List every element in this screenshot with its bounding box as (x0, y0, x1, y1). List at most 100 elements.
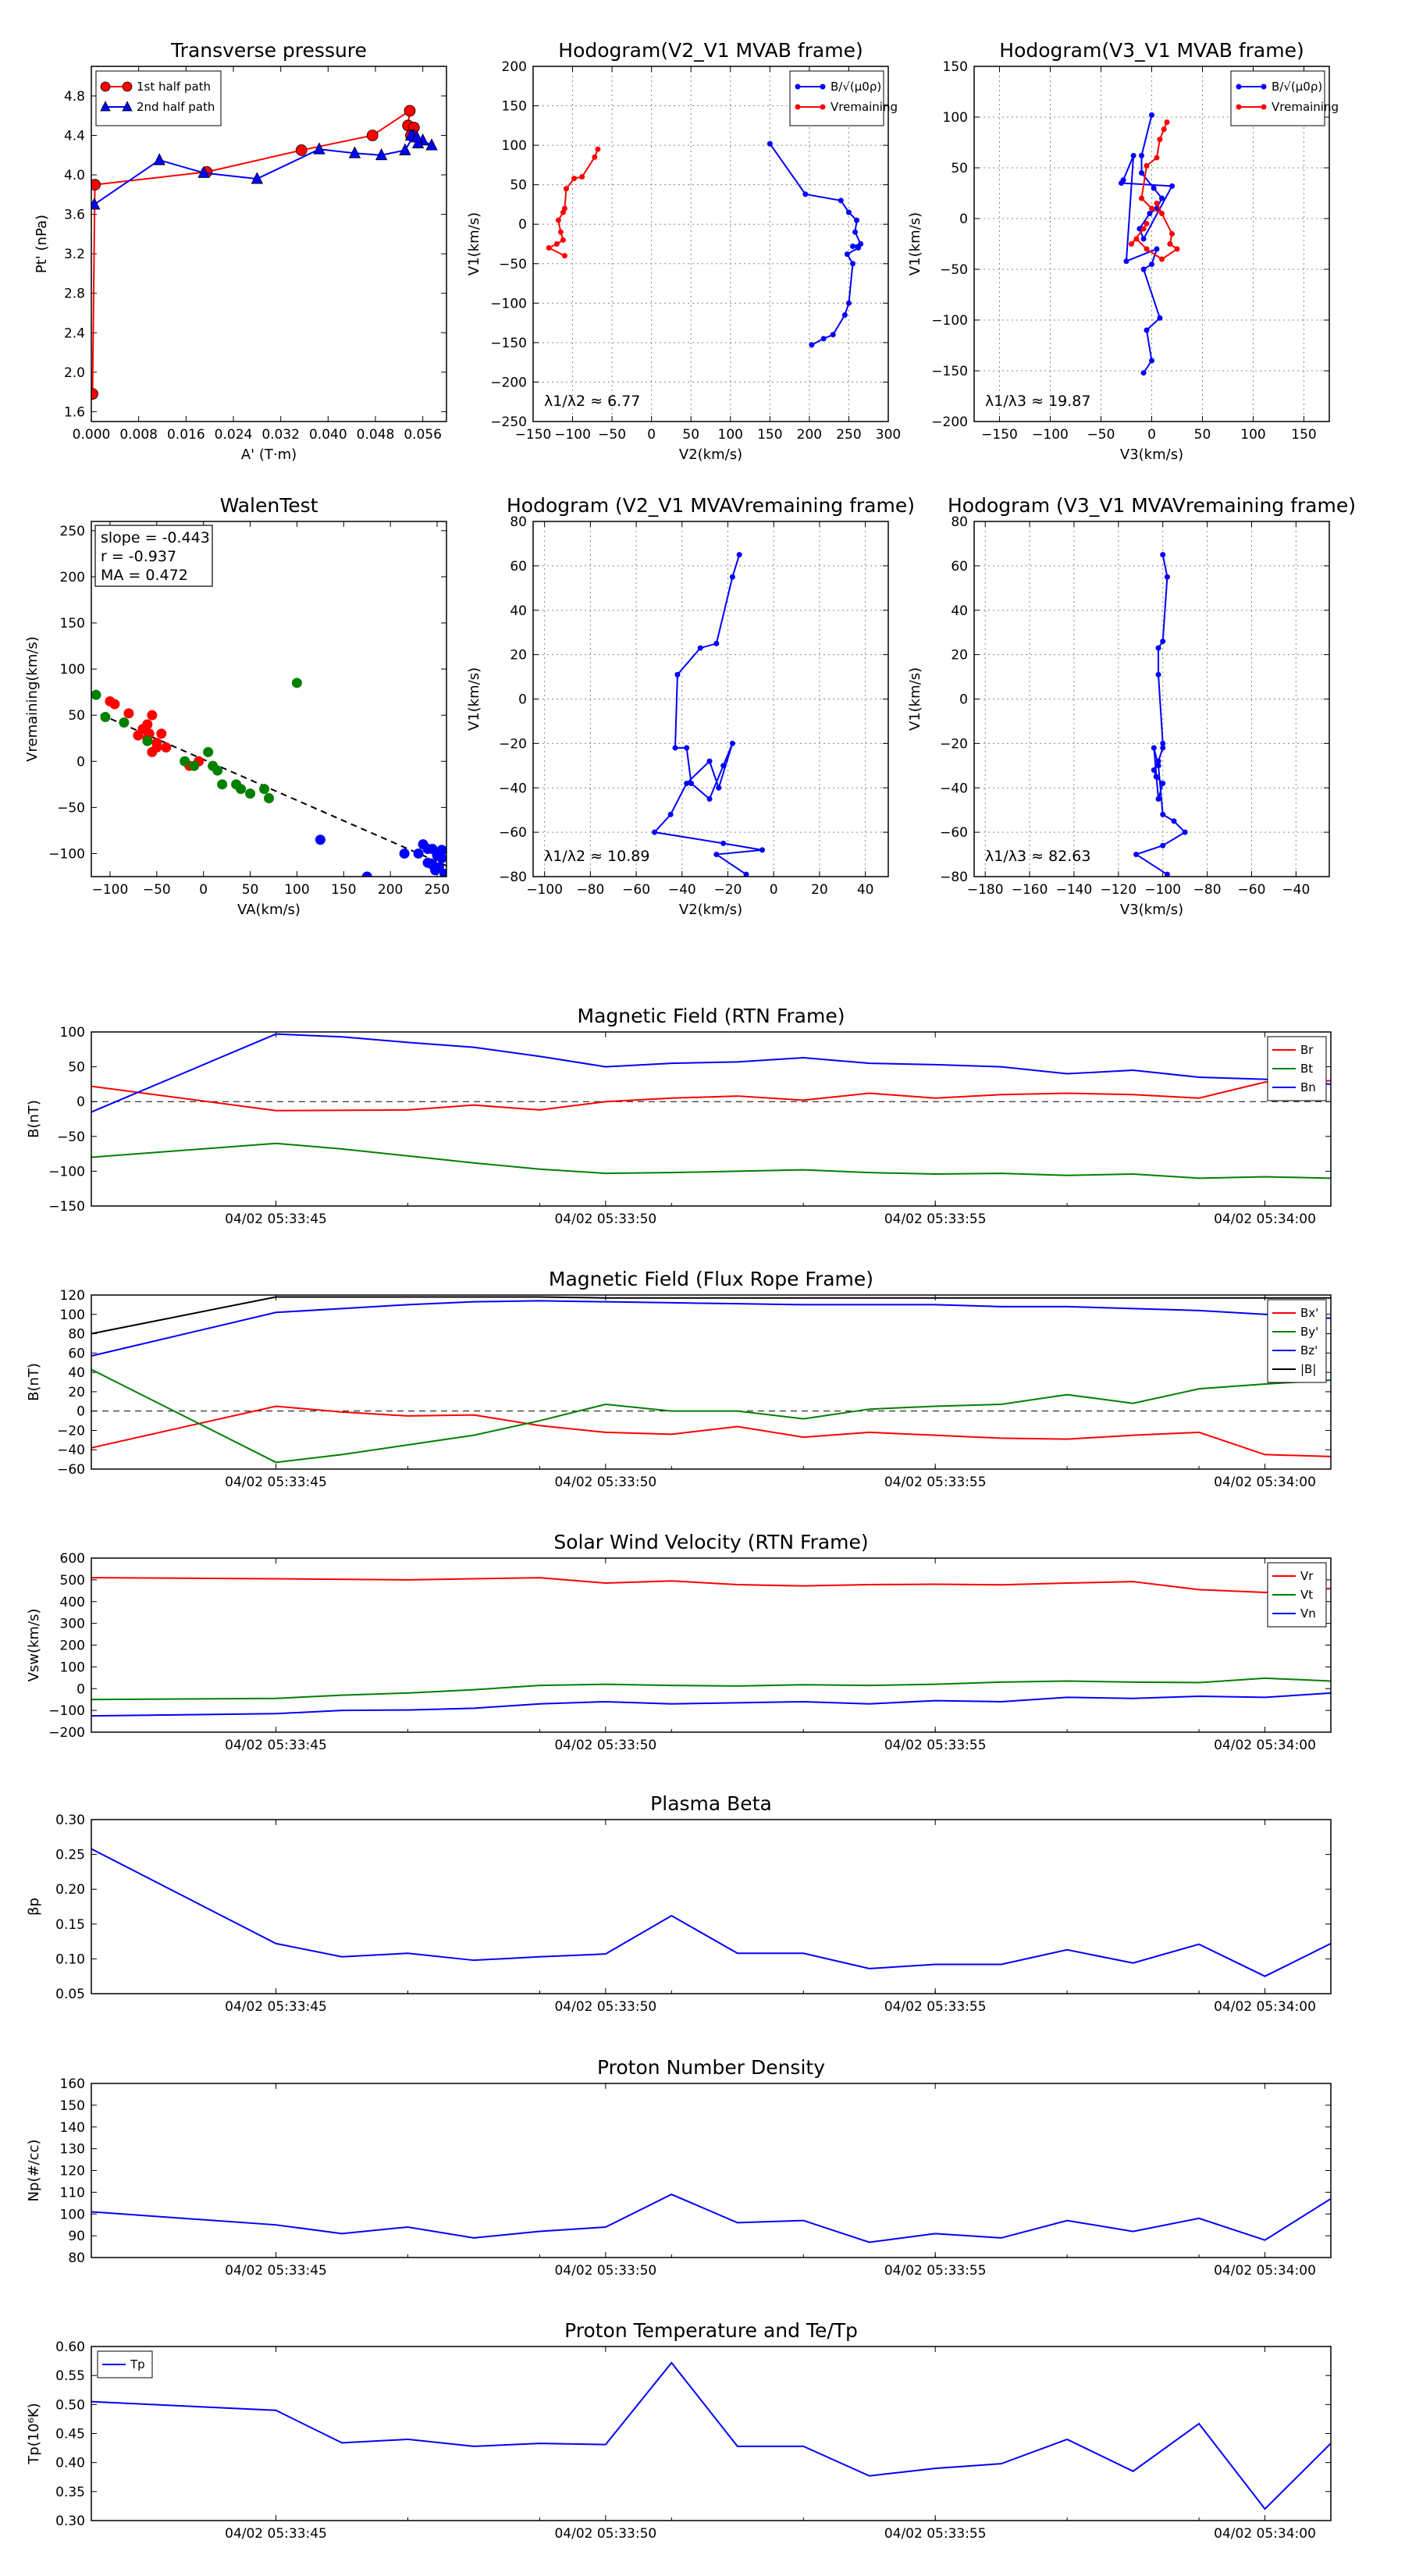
chart-title: Hodogram (V3_V1 MVAVremaining frame) (948, 494, 1356, 517)
data-point (729, 740, 735, 746)
plot-frame (91, 2083, 1332, 2258)
plot-background (533, 521, 888, 877)
data-point (153, 153, 165, 165)
y-axis-label: Pt' (nPa) (34, 215, 50, 273)
y-tick-label: −40 (57, 1443, 85, 1458)
data-point (1144, 221, 1150, 226)
y-tick-label: −200 (48, 1725, 85, 1741)
data-point (713, 640, 720, 646)
plot-frame (91, 66, 447, 422)
plot-background (91, 2083, 1331, 2258)
data-point (1153, 774, 1159, 780)
data-point (706, 758, 713, 764)
x-tick-label: −100 (554, 427, 591, 443)
data-point (729, 574, 735, 580)
legend-label: Vr (1300, 1569, 1314, 1583)
data-point (1149, 112, 1154, 118)
data-point (1140, 236, 1147, 242)
data-point (161, 742, 172, 753)
x-tick-label: −120 (1100, 882, 1136, 898)
plot-frame (91, 2346, 1332, 2521)
legend-label: Bz' (1300, 1343, 1318, 1357)
y-tick-label: 150 (60, 2098, 85, 2114)
x-tick-label: 250 (836, 427, 861, 443)
x-tick-label: 0 (1147, 427, 1156, 443)
x-tick-label: 04/02 05:33:45 (225, 2263, 327, 2279)
data-point (820, 336, 827, 342)
plot-frame (532, 66, 889, 422)
legend-label: |B| (1300, 1362, 1316, 1376)
data-point (1164, 871, 1170, 877)
data-layer (1133, 552, 1188, 877)
x-tick-label: −60 (1238, 882, 1266, 898)
data-point (672, 745, 678, 751)
x-tick-label: 04/02 05:34:00 (1214, 1475, 1316, 1490)
x-tick-label: 20 (811, 882, 828, 898)
x-tick-label: −180 (967, 882, 1004, 898)
series-line-Tp-0 (91, 2361, 1331, 2510)
data-point (375, 148, 388, 161)
x-axis-label: V3(km/s) (1120, 902, 1183, 918)
x-tick-label: −50 (143, 882, 171, 898)
data-point (1151, 745, 1157, 751)
x-tick-label: 150 (331, 882, 356, 898)
x-tick-label: 0.048 (357, 427, 395, 443)
data-point (1149, 205, 1154, 212)
data-point (123, 708, 134, 719)
data-layer (91, 678, 446, 877)
y-tick-label: 130 (60, 2142, 85, 2158)
x-tick-label: 04/02 05:34:00 (1214, 1212, 1316, 1227)
legend-marker (795, 84, 801, 90)
legend-marker (100, 81, 111, 92)
legend-marker (820, 84, 826, 90)
x-tick-label: −50 (1087, 427, 1115, 443)
data-point (361, 871, 372, 877)
y-tick-label: 0 (959, 692, 968, 708)
chart-hod1: −150 −100 −50 0 50 100 150 200 250 300−250−200−15… (466, 39, 901, 463)
plot-frame (91, 1557, 1332, 1733)
legend-marker (100, 101, 111, 112)
data-point (713, 852, 720, 858)
x-tick-label: 04/02 05:34:00 (1214, 2263, 1316, 2279)
y-tick-label: 20 (951, 648, 968, 664)
panel-title: Proton Temperature and Te/Tp (564, 2319, 858, 2342)
data-point (555, 217, 561, 223)
y-tick-label: −50 (499, 257, 527, 272)
y-tick-label: 50 (68, 708, 85, 724)
data-point (119, 717, 130, 728)
data-point (850, 244, 855, 250)
y-tick-label: 200 (60, 1638, 85, 1654)
data-point (1144, 162, 1150, 169)
y-tick-label: 80 (68, 1327, 85, 1343)
y-axis-label: B(nT) (26, 1363, 42, 1401)
x-tick-label: −60 (622, 882, 650, 898)
data-point (802, 191, 809, 197)
data-point (411, 136, 425, 148)
data-layer (91, 2361, 1331, 2510)
data-point (716, 785, 722, 791)
x-tick-label: −100 (1144, 882, 1181, 898)
x-tick-label: 04/02 05:33:55 (884, 1999, 987, 2015)
data-point (759, 847, 766, 853)
data-point (1171, 818, 1177, 824)
x-tick-label: −40 (668, 882, 696, 898)
data-point (436, 845, 446, 856)
data-point (838, 197, 844, 204)
y-tick-label: 0.40 (55, 2456, 85, 2471)
data-point (767, 141, 773, 147)
series-line-B-3 (91, 1296, 1331, 1335)
plot-background (91, 1295, 1331, 1469)
panel-fluxB: −60 −40 −20 0 20 40 60 80 100 120 04/02 05:33:45 04… (26, 1268, 1332, 1490)
chart-title: WalenTest (220, 494, 318, 517)
series-line-Vr-0 (91, 1577, 1331, 1594)
x-tick-label: 50 (682, 427, 699, 443)
legend-marker (1236, 104, 1242, 110)
data-point (411, 130, 423, 143)
data-point (399, 143, 411, 155)
x-tick-label: 04/02 05:33:50 (554, 1999, 656, 2015)
plot-background (91, 1820, 1331, 1994)
data-point (688, 781, 695, 787)
legend-label: 2nd half path (137, 100, 215, 114)
data-point (736, 552, 742, 558)
legend-label: Br (1300, 1043, 1314, 1057)
